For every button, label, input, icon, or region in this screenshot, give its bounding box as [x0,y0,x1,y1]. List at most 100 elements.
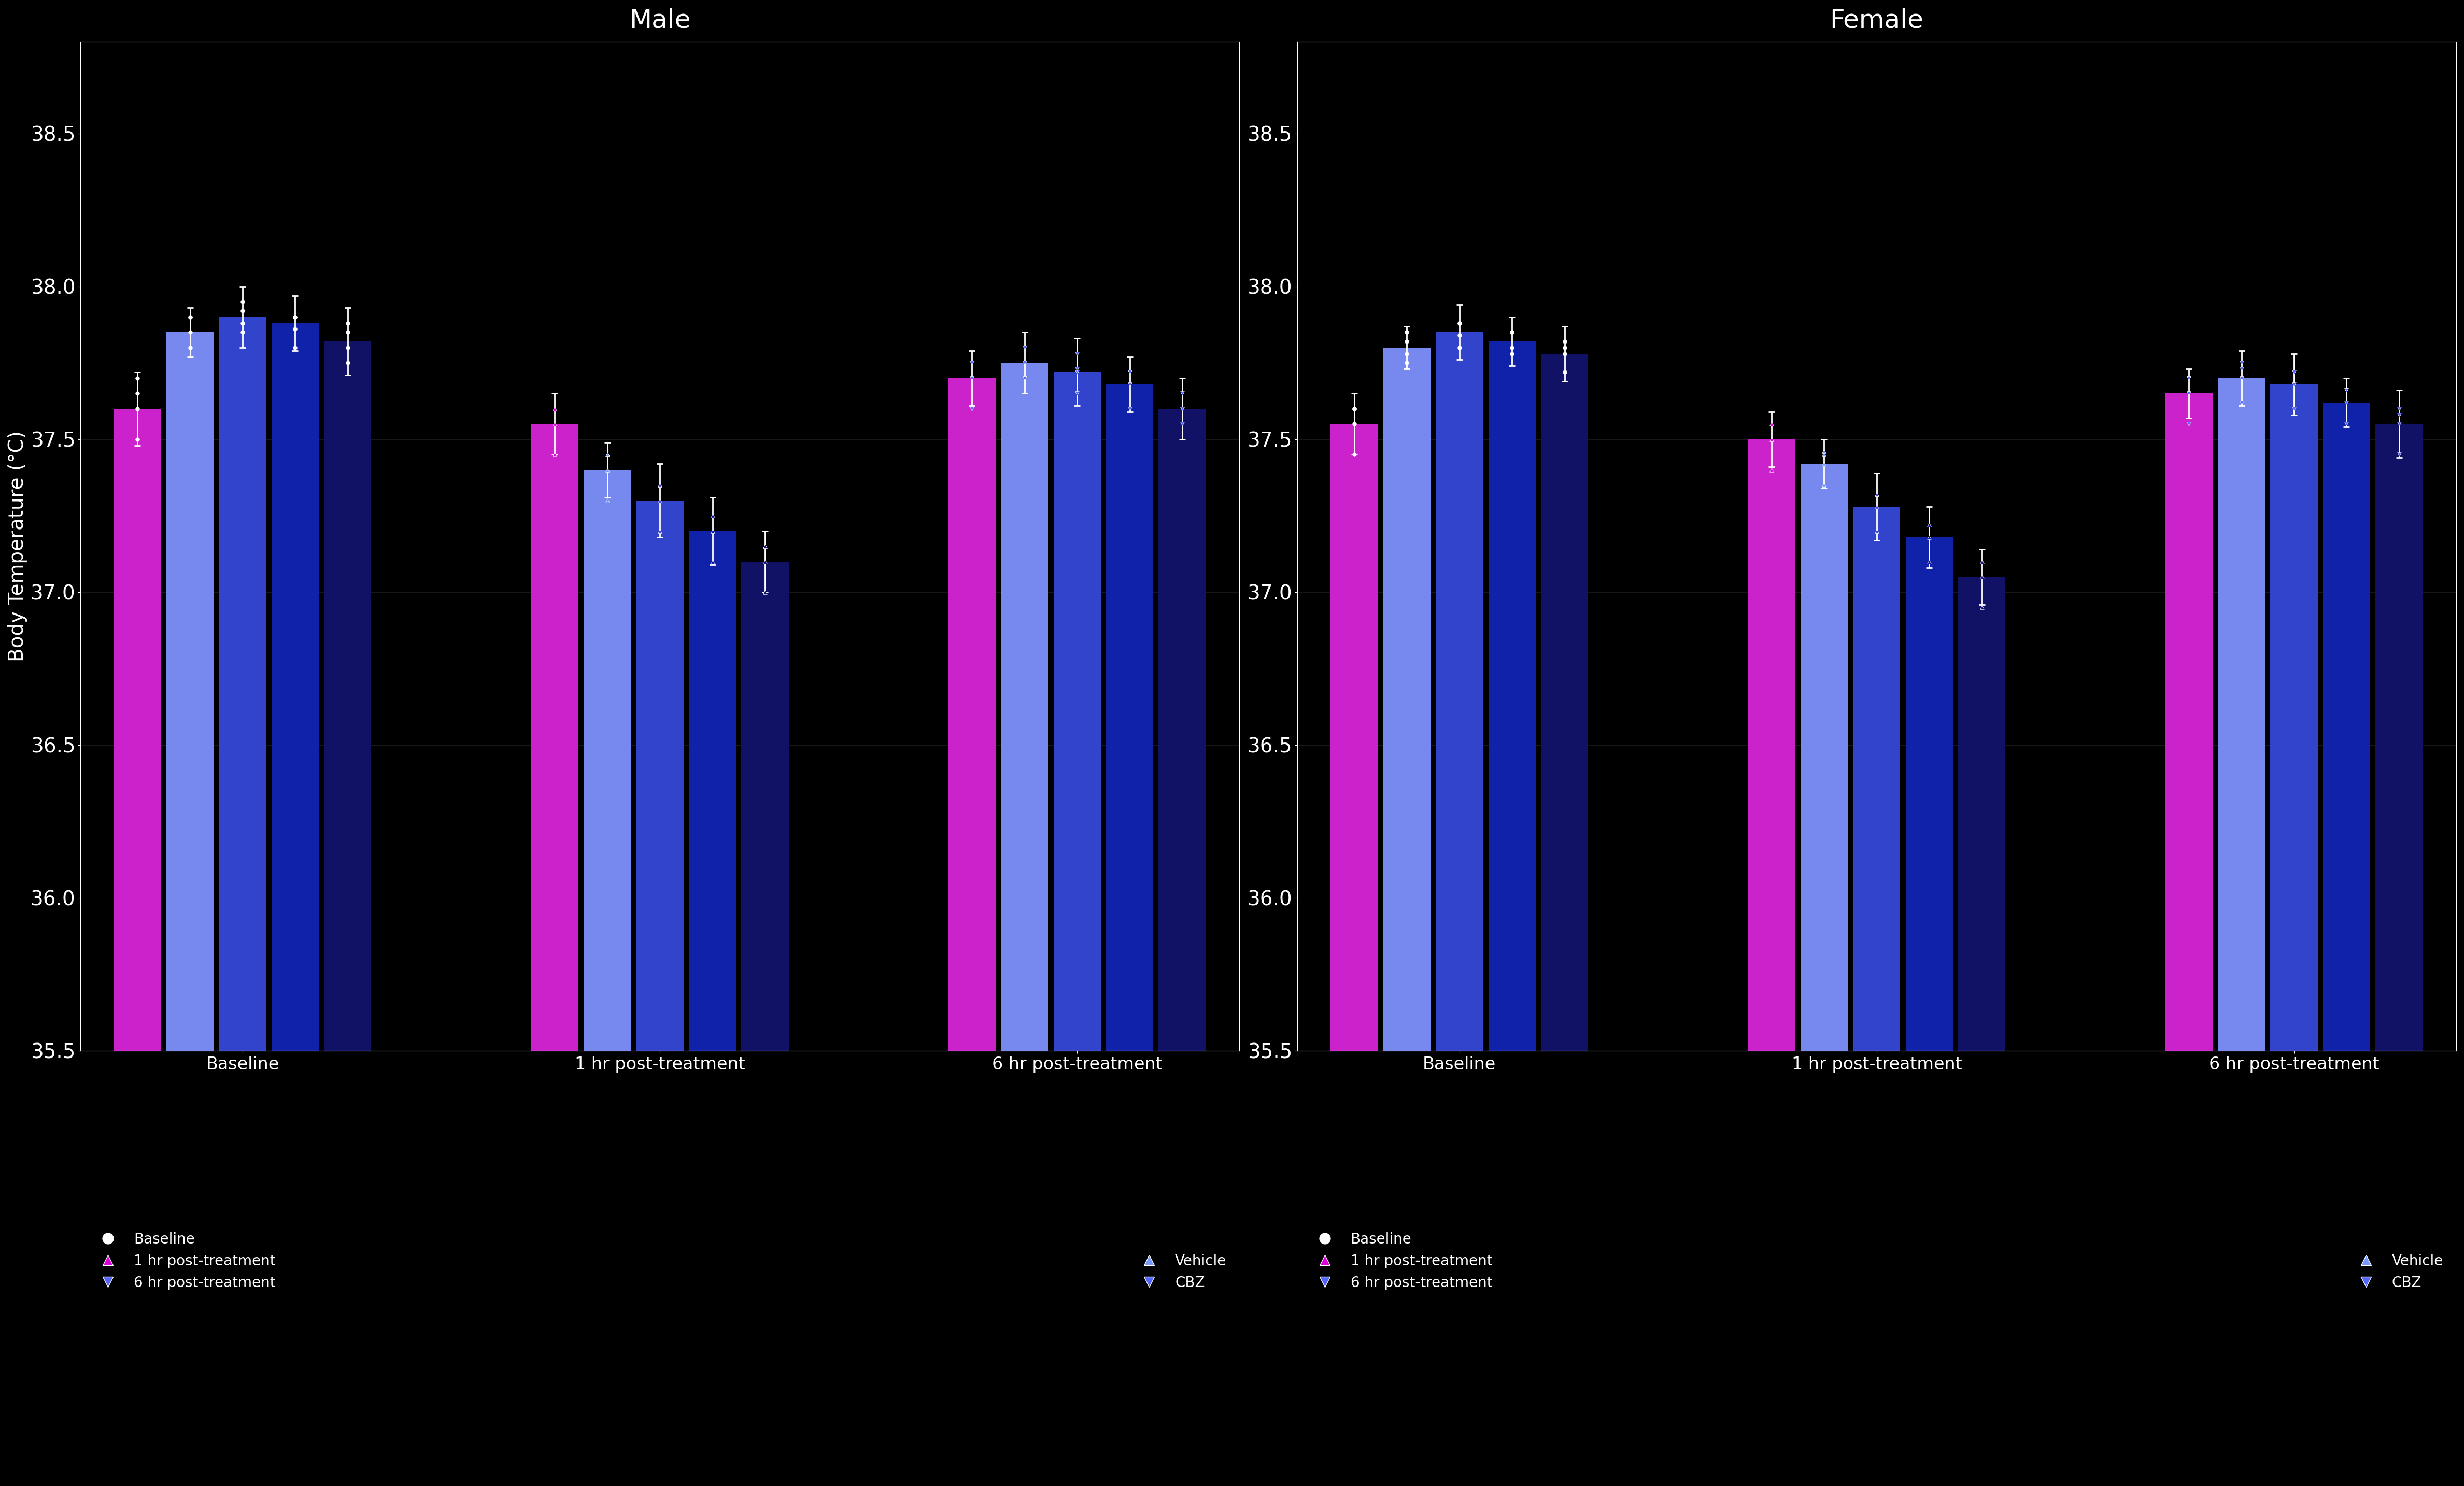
Point [2168,366,2208,389]
Point [1109,360,1148,383]
Point [1057,357,1096,380]
Point [2274,373,2314,397]
Point [118,366,158,389]
Point [1387,330,1427,354]
Point [2223,391,2262,415]
Point [118,382,158,406]
Point [535,397,574,421]
Point [1961,550,2001,574]
Legend: Vehicle, CBZ: Vehicle, CBZ [1129,1248,1232,1296]
Point [744,581,784,605]
Point [1858,483,1897,507]
Point [1005,336,1045,360]
Point [1910,525,1949,548]
Point [1752,428,1791,452]
Point [328,311,367,334]
Point [1545,336,1584,360]
Bar [636,501,683,1486]
Point [2326,391,2365,415]
Point [744,535,784,559]
Point [1387,321,1427,345]
Point [1387,351,1427,374]
Point [2168,412,2208,435]
Bar [2166,394,2213,1486]
Point [328,351,367,374]
Point [2274,360,2314,383]
Point [2326,412,2365,435]
Point [328,336,367,360]
Point [1961,550,2001,574]
Point [1057,382,1096,406]
Point [2274,360,2314,383]
Point [2380,397,2420,421]
Bar [1488,342,1535,1486]
Point [1804,443,1843,467]
Point [641,489,680,513]
Bar [690,531,737,1486]
Bar [532,424,579,1486]
Point [951,351,991,374]
Point [2168,366,2208,389]
Point [1961,596,2001,620]
Point [118,428,158,452]
Legend: Vehicle, CBZ: Vehicle, CBZ [2346,1248,2449,1296]
Point [1752,458,1791,481]
Point [1109,397,1148,421]
Point [586,443,626,467]
Point [1109,360,1148,383]
Bar [1055,372,1101,1486]
Bar [1747,440,1796,1486]
Point [1493,336,1533,360]
Point [1335,397,1375,421]
Point [1545,330,1584,354]
Point [2326,379,2365,403]
Point [2168,382,2208,406]
Bar [168,333,214,1486]
Point [1545,360,1584,383]
Point [222,311,261,334]
Point [535,412,574,435]
Point [1752,412,1791,435]
Point [170,305,209,328]
Point [1005,366,1045,389]
Point [1335,412,1375,435]
Point [1109,373,1148,397]
Point [1493,321,1533,345]
Point [1804,440,1843,464]
Point [951,397,991,421]
Point [744,550,784,574]
Bar [325,342,372,1486]
Point [2380,412,2420,435]
Point [1910,513,1949,536]
Point [692,504,732,528]
Bar [2269,385,2319,1486]
Point [1163,382,1202,406]
Title: Male: Male [628,7,690,33]
Point [1858,483,1897,507]
Point [276,336,315,360]
Bar [1382,348,1432,1486]
Point [2326,379,2365,403]
Point [1335,397,1375,421]
Point [535,443,574,467]
Point [2274,397,2314,421]
Point [641,519,680,542]
Point [328,321,367,345]
Point [2380,443,2420,467]
Bar [1540,354,1589,1486]
Point [1910,550,1949,574]
Point [170,321,209,345]
Bar [1437,333,1483,1486]
Point [1910,513,1949,536]
Bar [219,317,266,1486]
Bar [271,322,318,1486]
Bar [742,562,788,1486]
Title: Female: Female [1831,7,1924,33]
Point [1387,342,1427,366]
Bar [584,470,631,1486]
Bar [1853,507,1900,1486]
Point [1005,351,1045,374]
Point [1752,412,1791,435]
Point [1163,412,1202,435]
Bar [1905,536,1954,1486]
